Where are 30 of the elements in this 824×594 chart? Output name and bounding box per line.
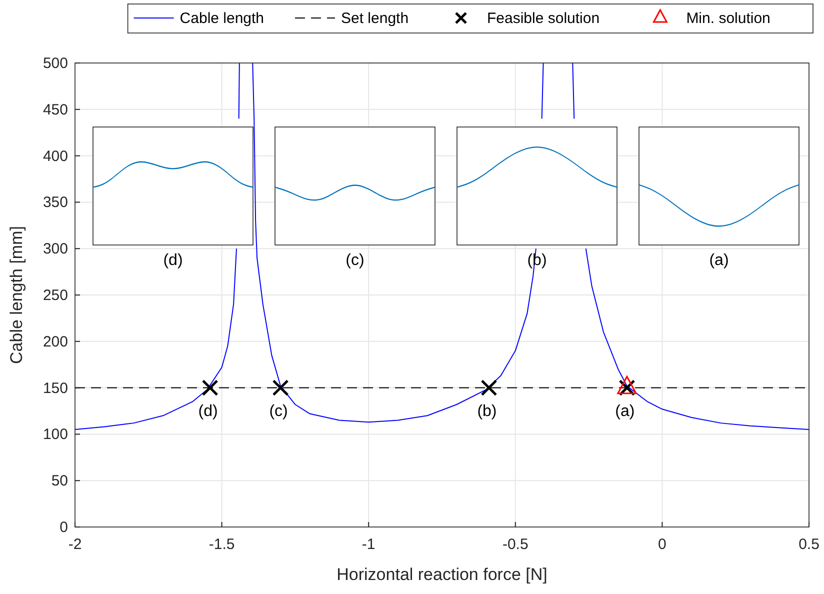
y-tick-label: 150 [42,380,68,397]
y-tick-label: 100 [42,426,68,444]
y-tick-label: 300 [42,240,68,258]
y-tick-label: 500 [42,55,68,72]
x-tick-label: 0 [658,536,666,553]
y-tick-label: 0 [60,519,68,536]
annotation: (d) [198,402,218,420]
y-tick-label: 250 [42,287,68,304]
legend-label: Cable length [180,10,264,27]
y-axis-title: Cable length [mm] [7,226,26,364]
legend-label: Set length [341,10,409,27]
y-tick-label: 200 [42,333,68,350]
annotation: (c) [346,252,364,269]
x-tick-label: -0.5 [502,536,528,553]
annotation: (c) [269,402,288,420]
annotation: (d) [163,252,183,269]
x-tick-label: 0.5 [798,536,820,553]
y-tick-label: 400 [42,148,68,165]
annotation: (a) [709,252,729,269]
x-tick-label: -2 [68,536,82,553]
x-tick-label: -1.5 [208,536,235,553]
y-tick-label: 50 [51,472,68,490]
y-tick-label: 350 [42,194,68,212]
y-tick-label: 450 [42,101,68,118]
legend-label: Feasible solution [487,10,600,27]
annotation: (a) [615,402,635,420]
legend-label: Min. solution [686,10,770,27]
x-axis-title: Horizontal reaction force [N] [336,565,548,584]
annotation: (b) [477,402,497,420]
x-tick-label: -1 [362,536,376,553]
